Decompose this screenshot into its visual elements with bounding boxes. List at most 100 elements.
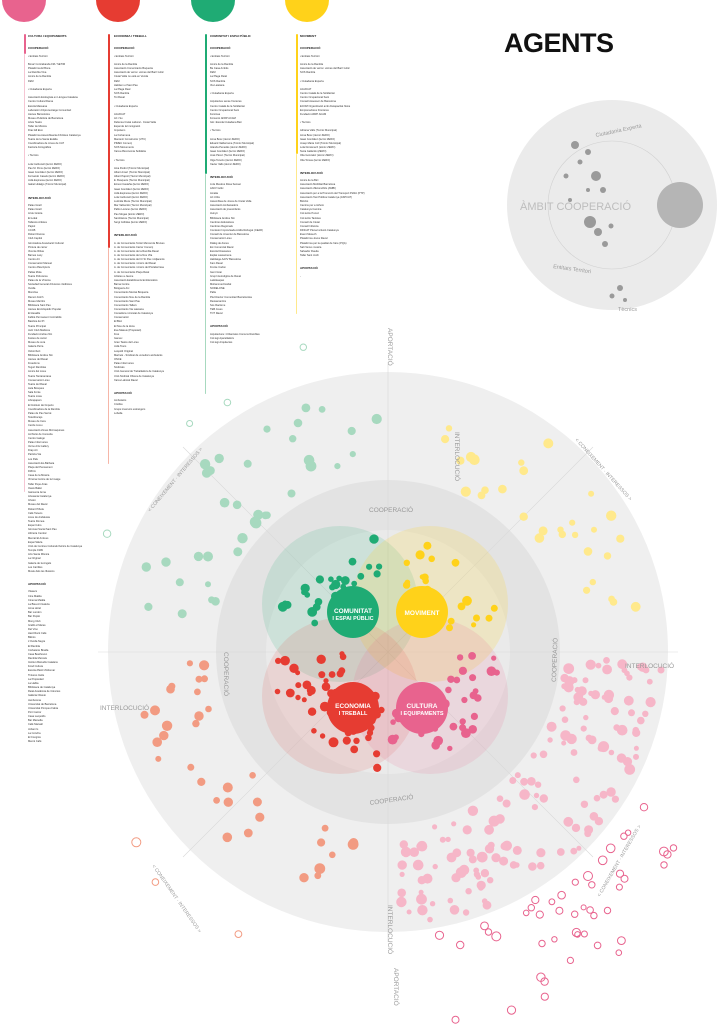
agent-dot-cultura (546, 721, 557, 732)
agent-dot-cultura (439, 836, 446, 843)
agent-dot-cultura (472, 688, 479, 694)
agent-dot-comunitat (237, 533, 248, 544)
agent-dot-economia (347, 839, 359, 850)
ambit-dot (563, 173, 569, 179)
agent-dot-cultura (491, 931, 502, 942)
agent-dot-economia (316, 654, 326, 664)
column-header: MOVIMENT (300, 34, 317, 39)
agent-dot-cultura (445, 686, 452, 694)
agent-dot-comunitat (357, 572, 365, 580)
agent-dot-cultura (522, 909, 530, 917)
agent-dot-cultura (583, 714, 589, 721)
agent-dot-cultura (597, 855, 608, 866)
agent-dot-moviment (543, 438, 554, 449)
agent-dot-cultura (582, 677, 589, 684)
agent-dot-economia (307, 690, 313, 697)
agent-dot-cultura (399, 871, 405, 878)
agent-dot-comunitat (369, 534, 379, 544)
agent-dot-economia (194, 688, 201, 696)
agent-dot-cultura (555, 906, 564, 915)
column-comunitat: COMUNITAT I ESPAI PÚBLIC COOPERACIÓ • En… (210, 30, 294, 349)
agent-dot-cultura (576, 845, 582, 851)
agent-dot-cultura (447, 897, 454, 904)
agent-dot-cultura (571, 910, 579, 918)
agent-dot-cultura (646, 678, 653, 685)
agent-dot-cultura (624, 670, 630, 677)
agent-dot-economia (318, 671, 326, 679)
agent-dot-cultura (473, 867, 480, 874)
column-rule-cultura (24, 34, 26, 54)
ambit-dot (602, 241, 608, 247)
agent-dot-cultura (663, 850, 672, 859)
section-text: A de Mestres Rosa Sensat AAVV Gòtic Amal… (210, 183, 263, 316)
agent-dot-comunitat (340, 576, 350, 585)
agent-dot-moviment (538, 526, 548, 536)
agent-dot-comunitat (289, 435, 297, 443)
agent-dot-economia (365, 734, 372, 742)
agent-dot-cultura (564, 676, 575, 687)
hub-label-moviment: MOVIMENT (404, 610, 439, 617)
agent-dot-cultura (418, 889, 424, 895)
agent-dot-cultura (538, 939, 546, 948)
agent-dot-cultura (556, 848, 565, 856)
agent-dot-economia (311, 728, 317, 734)
agent-dot-moviment (589, 578, 596, 586)
section-label: INTERLOCUCIÓ (300, 170, 323, 175)
agent-dot-cultura (574, 931, 581, 938)
header-circle-cultura (2, 0, 46, 22)
agent-dot-comunitat (214, 453, 224, 464)
agent-dot-economia (329, 851, 336, 859)
hub-label-comunitat: COMUNITAT I ESPAI PÚBLIC (332, 608, 373, 622)
ambit-dot (623, 298, 627, 302)
agent-dot-comunitat (232, 500, 242, 510)
agent-dot-comunitat (261, 511, 270, 520)
agent-dot-moviment (518, 459, 525, 466)
agent-dot-comunitat (351, 580, 358, 587)
agent-dot-comunitat (201, 468, 212, 478)
column-moviment: MOVIMENT COOPERACIÓ • Entitats Territori… (300, 30, 400, 283)
ambit-dot (617, 285, 623, 291)
agent-dot-economia (295, 670, 301, 676)
agent-dot-cultura (480, 921, 489, 931)
section-text: A. de Comerciants l'Antic Mercat de Brui… (114, 241, 165, 382)
agent-dot-cultura (615, 883, 623, 891)
section-text: Ambulants Criollos Grups inversors estra… (114, 399, 146, 415)
agent-dot-cultura (563, 663, 575, 674)
agent-dot-moviment (481, 486, 489, 495)
agent-dot-comunitat (299, 343, 307, 351)
agent-dot-cultura (456, 940, 465, 950)
agent-dot-economia (301, 697, 307, 703)
ambit-dot (577, 159, 583, 165)
agent-dot-moviment (423, 541, 432, 550)
column-rule-moviment (296, 34, 298, 154)
agent-dot-cultura (531, 804, 539, 811)
agent-dot-cultura (623, 695, 634, 706)
agent-dot-economia (201, 675, 208, 683)
agent-dot-moviment (608, 595, 615, 603)
agent-dot-moviment (445, 425, 453, 432)
agent-dot-cultura (461, 696, 468, 704)
agent-dot-moviment (422, 577, 430, 585)
agent-dot-cultura (496, 795, 504, 802)
agent-dot-cultura (642, 710, 649, 717)
agent-dot-economia (274, 688, 281, 695)
agent-dot-comunitat (371, 413, 382, 425)
agent-dot-cultura (445, 836, 451, 843)
agent-dot-cultura (624, 764, 636, 775)
agent-dot-cultura (669, 844, 678, 852)
column-rule-moviment-light (296, 154, 297, 314)
agent-dot-cultura (465, 888, 472, 895)
ambit-dot-large (657, 182, 703, 228)
agent-dot-cultura (605, 843, 616, 854)
agent-dot-cultura (539, 750, 548, 759)
label-aportacio-top: APORTACIÓ (386, 328, 395, 366)
agent-dot-cultura (551, 936, 558, 943)
agent-dot-cultura (512, 845, 522, 855)
agent-dot-cultura (613, 724, 620, 731)
label-interlocucio-left: INTERLOCUCIÓ (100, 703, 149, 712)
agent-dot-cultura (639, 803, 649, 812)
section-text: Arquitectura i Urbanistes Comuns Rambles… (210, 332, 260, 345)
agent-dot-moviment (473, 614, 480, 622)
agent-dot-economia (223, 797, 233, 807)
agent-dot-cultura (466, 848, 475, 857)
